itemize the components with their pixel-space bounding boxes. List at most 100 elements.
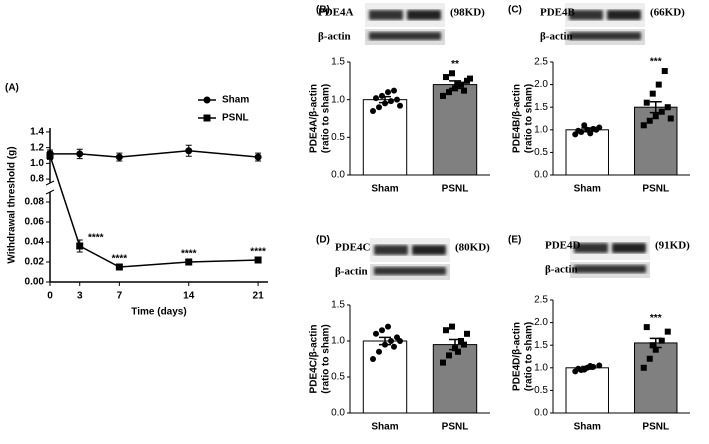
blot-label: β-actin bbox=[540, 31, 573, 43]
y-tick-label: 1.2 bbox=[30, 142, 44, 153]
blot-size: (98KD) bbox=[450, 7, 485, 19]
blot-label: PDE4D bbox=[545, 240, 581, 252]
blot-label: PDE4C bbox=[335, 242, 371, 254]
data-point bbox=[643, 324, 650, 331]
blot-label: PDE4A bbox=[318, 7, 354, 19]
y-tick-label: 0.04 bbox=[25, 237, 45, 248]
data-point bbox=[376, 348, 382, 355]
point bbox=[76, 150, 84, 158]
data-point bbox=[658, 108, 665, 115]
y-tick-label: 0.5 bbox=[331, 132, 345, 143]
data-point bbox=[652, 113, 659, 120]
data-point bbox=[667, 115, 674, 122]
y-tick-label: 0.5 bbox=[534, 147, 548, 158]
y-tick-label: 0.0 bbox=[534, 408, 548, 419]
point bbox=[76, 242, 84, 250]
y-tick-label: 0.00 bbox=[25, 277, 45, 288]
y-axis-label: (ratio to sham) bbox=[321, 324, 332, 393]
data-point bbox=[449, 70, 455, 77]
data-point bbox=[640, 122, 647, 129]
blot-label: PDE4B bbox=[540, 7, 576, 19]
error-bar bbox=[649, 101, 662, 114]
x-tick-label: Sham bbox=[371, 184, 398, 195]
y-tick-label: 0.8 bbox=[30, 174, 44, 185]
data-point bbox=[655, 81, 662, 88]
blot-label: β-actin bbox=[318, 31, 351, 43]
data-point bbox=[575, 365, 582, 372]
y-axis-label: (ratio to sham) bbox=[321, 84, 332, 153]
significance: **** bbox=[181, 249, 197, 260]
significance: ** bbox=[451, 59, 459, 70]
x-tick-label: PSNL bbox=[442, 422, 469, 433]
data-point bbox=[575, 127, 582, 134]
panel-label: (B) bbox=[316, 5, 330, 16]
bar bbox=[362, 340, 408, 414]
data-point bbox=[455, 348, 461, 355]
blot-band bbox=[569, 32, 641, 40]
blot-band bbox=[369, 32, 441, 40]
y-tick-label: 1.0 bbox=[331, 94, 345, 105]
blot-band bbox=[374, 267, 446, 275]
x-tick-label: 3 bbox=[77, 291, 83, 302]
x-tick-label: 0 bbox=[47, 291, 53, 302]
blot-band bbox=[574, 243, 608, 253]
axis-break bbox=[45, 189, 55, 195]
y-tick-label: 0.0 bbox=[331, 408, 345, 419]
y-axis-label: PDE4A/β-actin bbox=[309, 84, 320, 153]
data-point bbox=[397, 102, 403, 109]
x-tick-label: 7 bbox=[117, 291, 123, 302]
y-tick-label: 1.5 bbox=[534, 102, 548, 113]
x-tick-label: 14 bbox=[183, 291, 195, 302]
y-axis-label: PDE4B/β-actin bbox=[512, 84, 523, 153]
y-tick-label: 2.0 bbox=[534, 79, 548, 90]
bar bbox=[432, 84, 478, 176]
bar bbox=[565, 129, 609, 176]
error-bar bbox=[649, 337, 662, 349]
point bbox=[254, 153, 262, 161]
panel-label: (E) bbox=[508, 235, 521, 246]
data-point bbox=[652, 346, 659, 353]
error-bar bbox=[379, 336, 391, 346]
data-point bbox=[446, 89, 452, 96]
data-point bbox=[664, 104, 671, 111]
data-point bbox=[373, 95, 379, 102]
data-point bbox=[458, 338, 464, 344]
point bbox=[254, 256, 262, 264]
y-axis-label: PDE4C/β-actin bbox=[309, 325, 320, 394]
y-tick-label: 0.08 bbox=[25, 197, 45, 208]
data-point bbox=[455, 81, 461, 88]
bar bbox=[432, 344, 478, 414]
blot-label: β-actin bbox=[545, 264, 578, 276]
blot-band bbox=[407, 10, 441, 20]
data-point bbox=[385, 323, 391, 330]
data-point bbox=[593, 126, 600, 133]
point bbox=[185, 258, 193, 266]
legend-label: PSNL bbox=[222, 113, 249, 124]
data-point bbox=[388, 338, 394, 344]
panel-label: (C) bbox=[508, 5, 522, 16]
data-point bbox=[394, 96, 400, 103]
panel-label: (A) bbox=[5, 83, 19, 94]
blot-band bbox=[369, 10, 403, 20]
series-line bbox=[49, 155, 259, 268]
data-point bbox=[391, 343, 397, 350]
data-point bbox=[467, 75, 473, 82]
data-point bbox=[646, 355, 653, 362]
significance: *** bbox=[650, 313, 662, 324]
data-point bbox=[461, 341, 467, 348]
data-point bbox=[440, 359, 446, 366]
data-point bbox=[661, 68, 668, 75]
x-tick-label: Sham bbox=[574, 422, 601, 433]
y-axis-label: (ratio to sham) bbox=[524, 84, 535, 153]
data-point bbox=[649, 90, 656, 97]
y-tick-label: 0.5 bbox=[534, 385, 548, 396]
blot-label: β-actin bbox=[335, 266, 368, 278]
significance: **** bbox=[250, 247, 266, 258]
axis-break bbox=[45, 180, 55, 186]
data-point bbox=[370, 107, 376, 114]
y-tick-label: 2.5 bbox=[534, 57, 548, 68]
y-tick-label: 1.0 bbox=[534, 124, 548, 135]
data-point bbox=[464, 330, 470, 337]
data-point bbox=[391, 87, 397, 94]
